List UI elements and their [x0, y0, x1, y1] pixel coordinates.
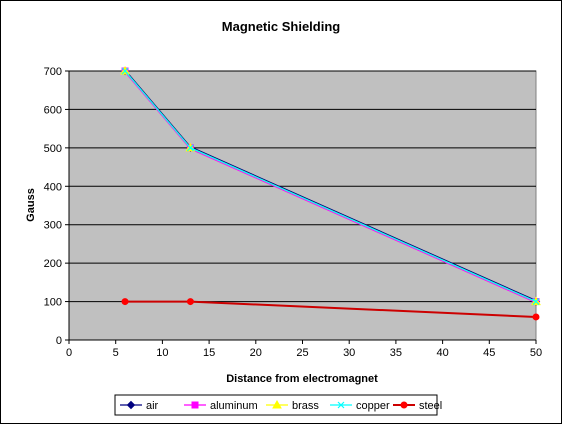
legend-swatch-marker [400, 401, 408, 409]
x-tick-label: 25 [296, 347, 308, 359]
y-axis-label: Gauss [25, 188, 37, 222]
legend-item-brass: brass [266, 399, 319, 412]
data-point [186, 298, 194, 306]
plot-area [68, 70, 537, 341]
x-tick-label: 50 [530, 347, 542, 359]
data-point [186, 144, 194, 152]
y-tick-label: 400 [44, 181, 62, 193]
data-point [532, 298, 540, 305]
x-tick-label: 20 [250, 347, 262, 359]
y-tick-label: 100 [44, 297, 62, 309]
legend-item-copper: copper [330, 400, 390, 412]
series-steel [121, 298, 540, 321]
y-tick-label: 600 [44, 104, 62, 116]
data-point [121, 67, 129, 75]
legend-item-steel: steel [393, 400, 442, 412]
legend-swatch-marker [337, 401, 345, 409]
legend-label: brass [292, 400, 319, 412]
x-axis-label: Distance from electromagnet [226, 373, 378, 385]
x-tick-label: 15 [203, 347, 215, 359]
y-tick-label: 200 [44, 258, 62, 270]
data-point [121, 298, 129, 306]
data-point [532, 313, 540, 321]
legend-label: copper [356, 400, 390, 412]
x-tick-label: 5 [113, 347, 119, 359]
y-tick-label: 700 [44, 66, 62, 78]
chart-title: Magnetic Shielding [222, 19, 341, 34]
legend-swatch-marker [272, 399, 282, 409]
series-copper [121, 67, 540, 305]
legend-item-air: air [120, 400, 159, 412]
x-tick-label: 0 [66, 347, 72, 359]
legend-label: aluminum [210, 400, 258, 412]
x-tick-label: 45 [483, 347, 495, 359]
y-tick-label: 300 [44, 220, 62, 232]
legend-label: air [146, 400, 159, 412]
legend-label: steel [419, 400, 442, 412]
x-tick-label: 35 [390, 347, 402, 359]
legend-swatch-marker [126, 400, 136, 410]
y-tick-label: 0 [56, 335, 62, 347]
x-tick-label: 10 [156, 347, 168, 359]
legend-item-aluminum: aluminum [184, 400, 258, 412]
x-tick-label: 30 [343, 347, 355, 359]
y-tick-label: 500 [44, 143, 62, 155]
legend-swatch-marker [191, 401, 199, 409]
x-tick-label: 40 [436, 347, 448, 359]
